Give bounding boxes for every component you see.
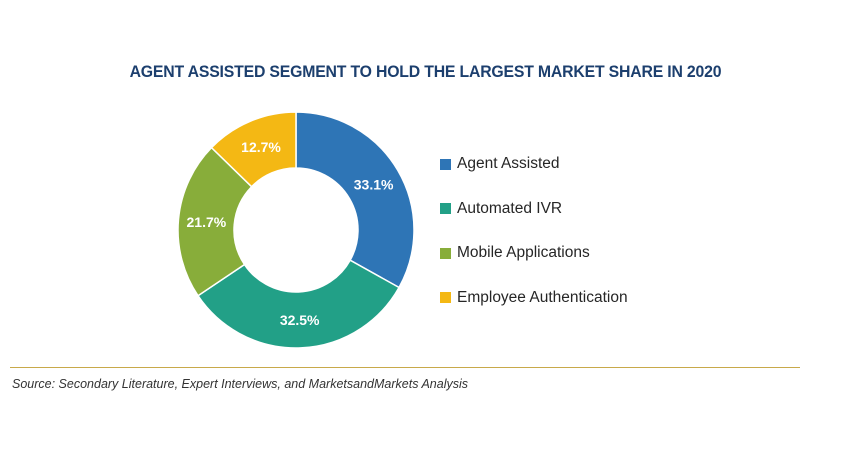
legend-item-automated-ivr: Automated IVR	[440, 199, 740, 219]
legend-swatch	[440, 247, 451, 259]
legend-label: Employee Authentication	[457, 288, 628, 306]
slice-value-label: 12.7%	[241, 139, 281, 155]
legend-item-mobile-applications: Mobile Applications	[440, 243, 740, 263]
slice-agent-assisted	[295, 111, 415, 289]
legend-label: Agent Assisted	[457, 155, 560, 172]
slice-value-label: 32.5%	[280, 312, 320, 328]
slice-value-label: 21.7%	[187, 214, 227, 230]
source-divider	[10, 367, 800, 368]
legend-label: Mobile Applications	[457, 244, 590, 261]
slice-automated-ivr	[196, 259, 401, 349]
slice-mobile-applications	[177, 146, 253, 297]
slice-employee-authentication	[210, 111, 297, 188]
legend-item-agent-assisted: Agent Assisted	[440, 154, 740, 174]
legend-swatch	[440, 203, 451, 214]
slice-value-label: 33.1%	[354, 176, 394, 192]
legend-swatch	[440, 158, 451, 170]
chart-title: AGENT ASSISTED SEGMENT TO HOLD THE LARGE…	[129, 62, 722, 81]
source-note: Source: Secondary Literature, Expert Int…	[12, 377, 468, 391]
legend-label: Automated IVR	[457, 199, 563, 217]
legend-item-employee-authentication: Employee Authentication	[440, 288, 740, 308]
legend-swatch	[440, 292, 451, 303]
legend: Agent Assisted Automated IVR Mobile Appl…	[440, 154, 740, 332]
